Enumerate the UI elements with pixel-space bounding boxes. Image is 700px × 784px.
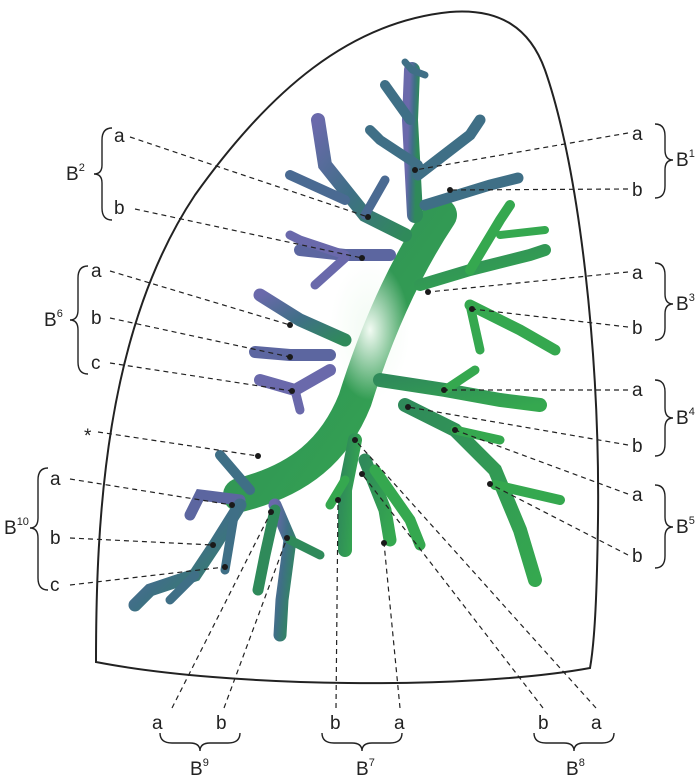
- label-b4: B4: [676, 406, 695, 429]
- brace-b5: [654, 484, 674, 569]
- brace-b1: [654, 123, 674, 199]
- label-b7: B7: [356, 757, 375, 780]
- leader-lines: [69, 132, 629, 709]
- segment-letters: a b a b a b a b a b a b c b a b a a b a …: [50, 124, 643, 734]
- b1-b: b: [632, 180, 643, 201]
- brace-b3: [654, 262, 674, 341]
- b4-branch: [373, 373, 547, 412]
- b10-b: b: [50, 528, 61, 549]
- b9-branch: [268, 498, 297, 642]
- lung-outline: [94, 10, 600, 685]
- b3-a: a: [632, 263, 643, 284]
- b8-b: b: [538, 713, 549, 734]
- b3-branch: [414, 244, 551, 291]
- b9-b: b: [216, 713, 227, 734]
- b10-a: a: [50, 469, 61, 490]
- braces: [29, 123, 674, 752]
- b2-a: a: [114, 126, 125, 147]
- brace-b7: [321, 732, 403, 752]
- b1-a: a: [632, 124, 643, 145]
- brace-b9: [159, 732, 241, 752]
- b2-b: b: [114, 198, 125, 219]
- group-labels: B1 B2 B3 B4 B5 B6 B7 B8 B9 B10: [4, 148, 695, 780]
- b9-a: a: [152, 713, 163, 734]
- b7-b: b: [330, 713, 341, 734]
- label-b6: B6: [44, 308, 63, 331]
- brace-b10: [29, 467, 49, 591]
- b7-branch: [338, 433, 362, 557]
- b10-c: c: [50, 575, 60, 596]
- label-b3: B3: [676, 292, 695, 315]
- main-bronchus: [223, 198, 457, 512]
- branch-point-dots: [210, 167, 493, 570]
- asterisk-marker: *: [84, 426, 92, 447]
- b3-b: b: [632, 318, 643, 339]
- b6-c: c: [91, 353, 101, 374]
- b7-a: a: [394, 713, 405, 734]
- b6-branch: [253, 288, 352, 347]
- label-b1: B1: [676, 148, 695, 171]
- b5-a: a: [632, 485, 643, 506]
- label-b10: B10: [4, 516, 29, 539]
- b8-branch: [358, 453, 397, 547]
- b2-branch: [311, 113, 412, 242]
- b10-branch: [184, 489, 246, 521]
- b4-a: a: [632, 380, 643, 401]
- brace-b6: [69, 265, 89, 375]
- brace-b4: [654, 379, 674, 457]
- brace-b8: [533, 732, 615, 752]
- label-b8: B8: [566, 757, 585, 780]
- b6-a: a: [91, 261, 102, 282]
- b6-b: b: [91, 308, 102, 329]
- b1-branch: [401, 62, 423, 223]
- brace-b2: [93, 127, 113, 221]
- b8-a: a: [591, 713, 602, 734]
- label-b9: B9: [190, 757, 209, 780]
- bronchial-tree: [128, 58, 565, 642]
- b5-b: b: [632, 546, 643, 567]
- b5-branch: [398, 398, 542, 587]
- b4-b: b: [632, 436, 643, 457]
- label-b5: B5: [676, 515, 695, 538]
- label-b2: B2: [66, 162, 85, 185]
- trunk-highlight: [330, 260, 410, 400]
